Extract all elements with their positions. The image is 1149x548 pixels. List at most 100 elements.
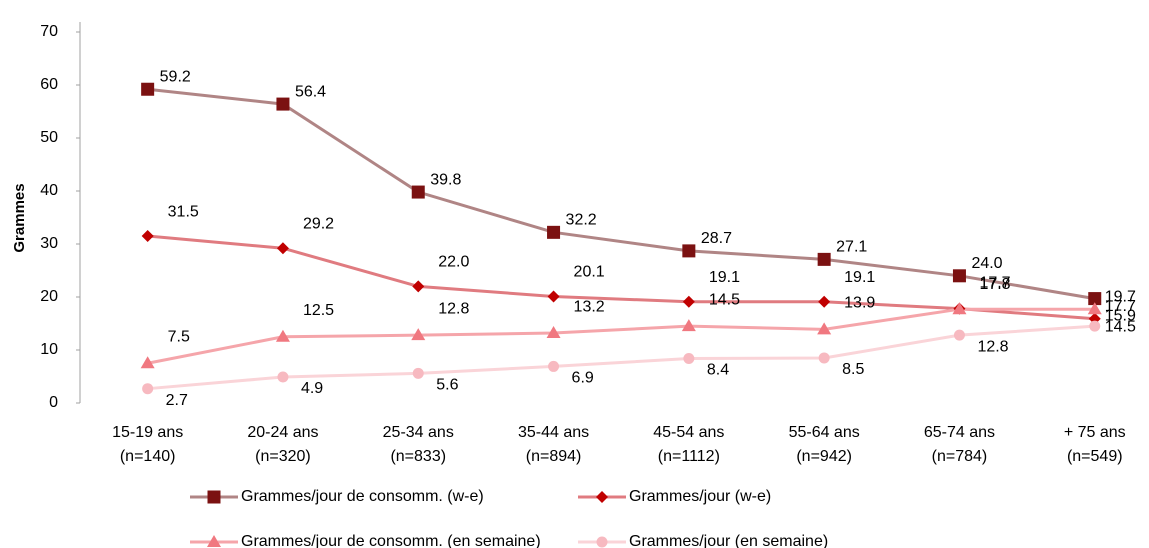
data-point xyxy=(1087,302,1102,315)
data-label: 17.8 xyxy=(979,276,1010,293)
legend-label: Grammes/jour (w-e) xyxy=(629,488,771,505)
data-point xyxy=(276,242,289,255)
data-point xyxy=(683,352,695,364)
data-label: 27.1 xyxy=(836,239,867,256)
data-point xyxy=(818,352,830,364)
data-point xyxy=(817,252,831,266)
y-tick-label: 30 xyxy=(40,235,58,252)
data-point xyxy=(277,371,289,383)
data-point xyxy=(681,319,696,332)
y-tick-label: 20 xyxy=(40,288,58,305)
data-label: 19.7 xyxy=(1105,289,1136,306)
data-label: 8.5 xyxy=(842,361,864,378)
series-line xyxy=(147,87,1095,301)
legend-label: Grammes/jour de consomm. (en semaine) xyxy=(241,533,541,548)
data-label: 29.2 xyxy=(303,215,334,232)
data-label: 20.1 xyxy=(574,264,605,281)
legend-marker xyxy=(207,490,221,504)
y-tick-label: 50 xyxy=(40,129,58,146)
y-axis-label: Grammes xyxy=(11,183,28,252)
data-point xyxy=(546,326,561,339)
legend-marker xyxy=(207,535,221,547)
data-label: 5.6 xyxy=(436,377,458,394)
data-label: 12.8 xyxy=(438,300,469,317)
data-label: 22.0 xyxy=(438,254,469,271)
data-point xyxy=(1089,320,1101,332)
data-point xyxy=(276,97,290,111)
x-tick-label: 45-54 ans xyxy=(653,424,724,441)
x-tick-label: 55-64 ans xyxy=(789,424,860,441)
series-line xyxy=(147,234,1095,321)
data-label: 17.7 xyxy=(979,274,1010,291)
data-label: 56.4 xyxy=(295,83,326,100)
data-point xyxy=(682,295,695,308)
x-tick-label: (n=942) xyxy=(796,448,852,465)
data-label: 6.9 xyxy=(572,370,594,387)
y-tick-label: 70 xyxy=(40,23,58,40)
data-point xyxy=(818,295,831,308)
y-tick-label: 40 xyxy=(40,182,58,199)
data-label: 12.5 xyxy=(303,302,334,319)
data-point xyxy=(411,185,425,199)
data-point xyxy=(412,367,424,379)
x-tick-label: 65-74 ans xyxy=(924,424,995,441)
legend-marker xyxy=(596,536,608,548)
x-tick-label: (n=549) xyxy=(1067,448,1123,465)
data-point xyxy=(547,225,561,239)
data-point xyxy=(682,244,696,258)
data-point xyxy=(953,329,965,341)
data-point xyxy=(140,356,155,369)
x-tick-label: 25-34 ans xyxy=(383,424,454,441)
data-label: 12.8 xyxy=(977,338,1008,355)
data-label: 13.9 xyxy=(844,295,875,312)
data-label: 7.5 xyxy=(168,328,190,345)
data-point xyxy=(1088,292,1102,306)
data-label: 28.7 xyxy=(701,230,732,247)
data-label: 19.1 xyxy=(709,269,740,286)
data-point xyxy=(411,328,426,341)
x-tick-label: 20-24 ans xyxy=(247,424,318,441)
data-point xyxy=(412,280,425,293)
legend-marker xyxy=(596,491,608,503)
data-label: 14.5 xyxy=(1105,319,1136,336)
data-label: 14.5 xyxy=(709,291,740,308)
legend-label: Grammes/jour de consomm. (w-e) xyxy=(241,488,484,505)
series-line xyxy=(147,324,1095,391)
data-label: 59.2 xyxy=(160,68,191,85)
data-label: 24.0 xyxy=(971,255,1002,272)
series-line xyxy=(147,307,1095,365)
data-label: 2.7 xyxy=(166,392,188,409)
data-label: 31.5 xyxy=(168,203,199,220)
x-tick-label: 15-19 ans xyxy=(112,424,183,441)
data-point xyxy=(548,360,560,372)
legend-label: Grammes/jour (en semaine) xyxy=(629,533,828,548)
data-point xyxy=(952,302,967,315)
data-point xyxy=(141,230,154,243)
x-tick-label: 35-44 ans xyxy=(518,424,589,441)
data-label: 32.2 xyxy=(566,212,597,229)
x-tick-label: (n=1112) xyxy=(658,448,720,465)
x-tick-label: (n=140) xyxy=(120,448,176,465)
data-point xyxy=(952,269,966,283)
y-tick-label: 0 xyxy=(49,394,58,411)
data-point xyxy=(142,383,154,395)
data-label: 8.4 xyxy=(707,362,729,379)
x-tick-label: (n=320) xyxy=(255,448,311,465)
x-tick-label: (n=833) xyxy=(390,448,446,465)
data-label: 13.2 xyxy=(574,298,605,315)
y-tick-label: 10 xyxy=(40,341,58,358)
data-label: 15.9 xyxy=(1105,308,1136,325)
data-label: 39.8 xyxy=(430,171,461,188)
data-point xyxy=(141,82,155,96)
data-point xyxy=(817,322,832,335)
data-label: 17.7 xyxy=(1105,298,1136,315)
data-label: 4.9 xyxy=(301,380,323,397)
data-point xyxy=(547,290,560,303)
data-point xyxy=(275,329,290,342)
x-tick-label: (n=784) xyxy=(932,448,988,465)
y-tick-label: 60 xyxy=(40,76,58,93)
x-tick-label: (n=894) xyxy=(526,448,582,465)
x-tick-label: + 75 ans xyxy=(1064,424,1126,441)
data-label: 19.1 xyxy=(844,269,875,286)
